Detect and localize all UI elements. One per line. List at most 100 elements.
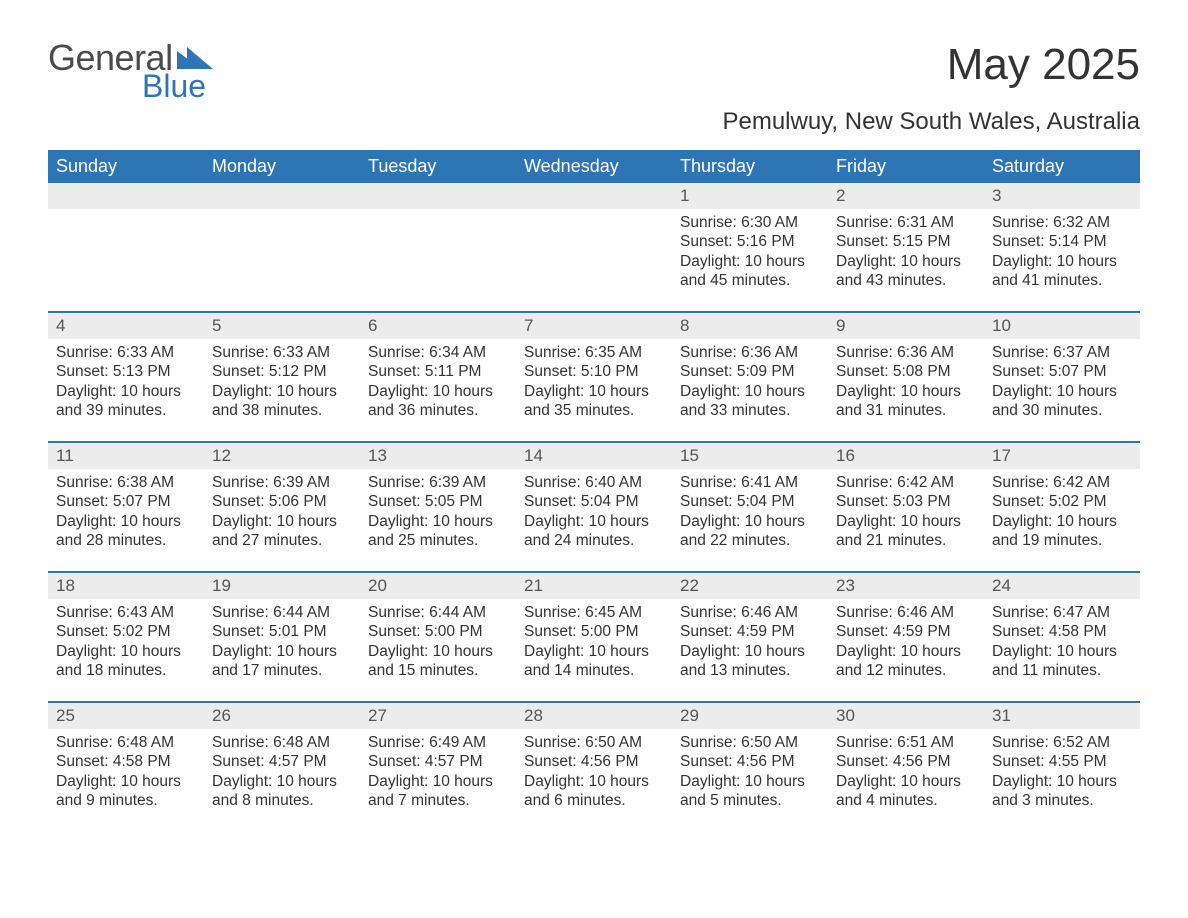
daylight-text: Daylight: 10 hours and 36 minutes.	[368, 382, 508, 421]
calendar-day: 12Sunrise: 6:39 AMSunset: 5:06 PMDayligh…	[204, 443, 360, 571]
sunset-text: Sunset: 4:57 PM	[212, 752, 352, 771]
day-number: 30	[828, 703, 984, 729]
daylight-text: Daylight: 10 hours and 25 minutes.	[368, 512, 508, 551]
sunset-text: Sunset: 5:00 PM	[368, 622, 508, 641]
sunset-text: Sunset: 5:01 PM	[212, 622, 352, 641]
sunrise-text: Sunrise: 6:38 AM	[56, 473, 196, 492]
day-number: 12	[204, 443, 360, 469]
daylight-text: Daylight: 10 hours and 45 minutes.	[680, 252, 820, 291]
calendar-day: 17Sunrise: 6:42 AMSunset: 5:02 PMDayligh…	[984, 443, 1140, 571]
day-details: Sunrise: 6:51 AMSunset: 4:56 PMDaylight:…	[828, 729, 984, 819]
day-details: Sunrise: 6:31 AMSunset: 5:15 PMDaylight:…	[828, 209, 984, 299]
calendar-day: 18Sunrise: 6:43 AMSunset: 5:02 PMDayligh…	[48, 573, 204, 701]
sunrise-text: Sunrise: 6:45 AM	[524, 603, 664, 622]
sunset-text: Sunset: 5:14 PM	[992, 232, 1132, 251]
sunrise-text: Sunrise: 6:50 AM	[680, 733, 820, 752]
day-number: 16	[828, 443, 984, 469]
day-number: 21	[516, 573, 672, 599]
daylight-text: Daylight: 10 hours and 27 minutes.	[212, 512, 352, 551]
calendar-day: 30Sunrise: 6:51 AMSunset: 4:56 PMDayligh…	[828, 703, 984, 831]
sunrise-text: Sunrise: 6:39 AM	[368, 473, 508, 492]
sunrise-text: Sunrise: 6:46 AM	[680, 603, 820, 622]
sunrise-text: Sunrise: 6:39 AM	[212, 473, 352, 492]
sunset-text: Sunset: 4:58 PM	[992, 622, 1132, 641]
weekday-header: Monday	[204, 150, 360, 183]
day-details: Sunrise: 6:36 AMSunset: 5:08 PMDaylight:…	[828, 339, 984, 429]
sunset-text: Sunset: 5:15 PM	[836, 232, 976, 251]
calendar-week: 18Sunrise: 6:43 AMSunset: 5:02 PMDayligh…	[48, 571, 1140, 701]
daylight-text: Daylight: 10 hours and 24 minutes.	[524, 512, 664, 551]
weekday-header: Friday	[828, 150, 984, 183]
calendar-day: 7Sunrise: 6:35 AMSunset: 5:10 PMDaylight…	[516, 313, 672, 441]
day-number: 23	[828, 573, 984, 599]
sunset-text: Sunset: 5:09 PM	[680, 362, 820, 381]
day-number: 22	[672, 573, 828, 599]
brand-logo: General Blue	[48, 40, 213, 102]
day-number: 11	[48, 443, 204, 469]
sunset-text: Sunset: 4:56 PM	[836, 752, 976, 771]
day-number: 10	[984, 313, 1140, 339]
calendar-week: 4Sunrise: 6:33 AMSunset: 5:13 PMDaylight…	[48, 311, 1140, 441]
calendar-day: 24Sunrise: 6:47 AMSunset: 4:58 PMDayligh…	[984, 573, 1140, 701]
calendar-day: 27Sunrise: 6:49 AMSunset: 4:57 PMDayligh…	[360, 703, 516, 831]
day-details: Sunrise: 6:39 AMSunset: 5:06 PMDaylight:…	[204, 469, 360, 559]
day-number: 17	[984, 443, 1140, 469]
day-number: 8	[672, 313, 828, 339]
day-number: 15	[672, 443, 828, 469]
sunset-text: Sunset: 4:55 PM	[992, 752, 1132, 771]
sunrise-text: Sunrise: 6:33 AM	[212, 343, 352, 362]
weekday-header: Sunday	[48, 150, 204, 183]
day-number: .	[48, 183, 204, 209]
calendar-week: ....1Sunrise: 6:30 AMSunset: 5:16 PMDayl…	[48, 183, 1140, 311]
daylight-text: Daylight: 10 hours and 7 minutes.	[368, 772, 508, 811]
day-number: 3	[984, 183, 1140, 209]
day-number: 4	[48, 313, 204, 339]
day-details: Sunrise: 6:44 AMSunset: 5:01 PMDaylight:…	[204, 599, 360, 689]
calendar-day: 11Sunrise: 6:38 AMSunset: 5:07 PMDayligh…	[48, 443, 204, 571]
day-details: Sunrise: 6:44 AMSunset: 5:00 PMDaylight:…	[360, 599, 516, 689]
sunrise-text: Sunrise: 6:42 AM	[836, 473, 976, 492]
calendar-day: 16Sunrise: 6:42 AMSunset: 5:03 PMDayligh…	[828, 443, 984, 571]
sunrise-text: Sunrise: 6:52 AM	[992, 733, 1132, 752]
calendar-day: 6Sunrise: 6:34 AMSunset: 5:11 PMDaylight…	[360, 313, 516, 441]
sunrise-text: Sunrise: 6:36 AM	[836, 343, 976, 362]
calendar-day: 20Sunrise: 6:44 AMSunset: 5:00 PMDayligh…	[360, 573, 516, 701]
daylight-text: Daylight: 10 hours and 31 minutes.	[836, 382, 976, 421]
day-number: 24	[984, 573, 1140, 599]
daylight-text: Daylight: 10 hours and 33 minutes.	[680, 382, 820, 421]
sunset-text: Sunset: 4:56 PM	[680, 752, 820, 771]
day-number: 29	[672, 703, 828, 729]
daylight-text: Daylight: 10 hours and 8 minutes.	[212, 772, 352, 811]
day-details: Sunrise: 6:34 AMSunset: 5:11 PMDaylight:…	[360, 339, 516, 429]
day-number: 2	[828, 183, 984, 209]
day-number: .	[204, 183, 360, 209]
sunset-text: Sunset: 4:58 PM	[56, 752, 196, 771]
day-number: 19	[204, 573, 360, 599]
sunrise-text: Sunrise: 6:44 AM	[212, 603, 352, 622]
sunset-text: Sunset: 5:16 PM	[680, 232, 820, 251]
sunset-text: Sunset: 5:05 PM	[368, 492, 508, 511]
sunrise-text: Sunrise: 6:51 AM	[836, 733, 976, 752]
day-number: 28	[516, 703, 672, 729]
day-number: 20	[360, 573, 516, 599]
day-details: Sunrise: 6:49 AMSunset: 4:57 PMDaylight:…	[360, 729, 516, 819]
location-subtitle: Pemulwuy, New South Wales, Australia	[48, 108, 1140, 136]
day-details: Sunrise: 6:36 AMSunset: 5:09 PMDaylight:…	[672, 339, 828, 429]
day-number: 27	[360, 703, 516, 729]
sunset-text: Sunset: 5:07 PM	[992, 362, 1132, 381]
sunset-text: Sunset: 4:59 PM	[680, 622, 820, 641]
day-details: Sunrise: 6:46 AMSunset: 4:59 PMDaylight:…	[672, 599, 828, 689]
sunrise-text: Sunrise: 6:47 AM	[992, 603, 1132, 622]
sunset-text: Sunset: 5:12 PM	[212, 362, 352, 381]
day-details: Sunrise: 6:48 AMSunset: 4:58 PMDaylight:…	[48, 729, 204, 819]
calendar-day: 8Sunrise: 6:36 AMSunset: 5:09 PMDaylight…	[672, 313, 828, 441]
calendar-day: 25Sunrise: 6:48 AMSunset: 4:58 PMDayligh…	[48, 703, 204, 831]
brand-word2: Blue	[142, 70, 213, 102]
day-details: Sunrise: 6:33 AMSunset: 5:13 PMDaylight:…	[48, 339, 204, 429]
daylight-text: Daylight: 10 hours and 13 minutes.	[680, 642, 820, 681]
day-number: 5	[204, 313, 360, 339]
daylight-text: Daylight: 10 hours and 3 minutes.	[992, 772, 1132, 811]
day-number: 26	[204, 703, 360, 729]
calendar-day: 5Sunrise: 6:33 AMSunset: 5:12 PMDaylight…	[204, 313, 360, 441]
triangle-icon	[177, 47, 213, 69]
